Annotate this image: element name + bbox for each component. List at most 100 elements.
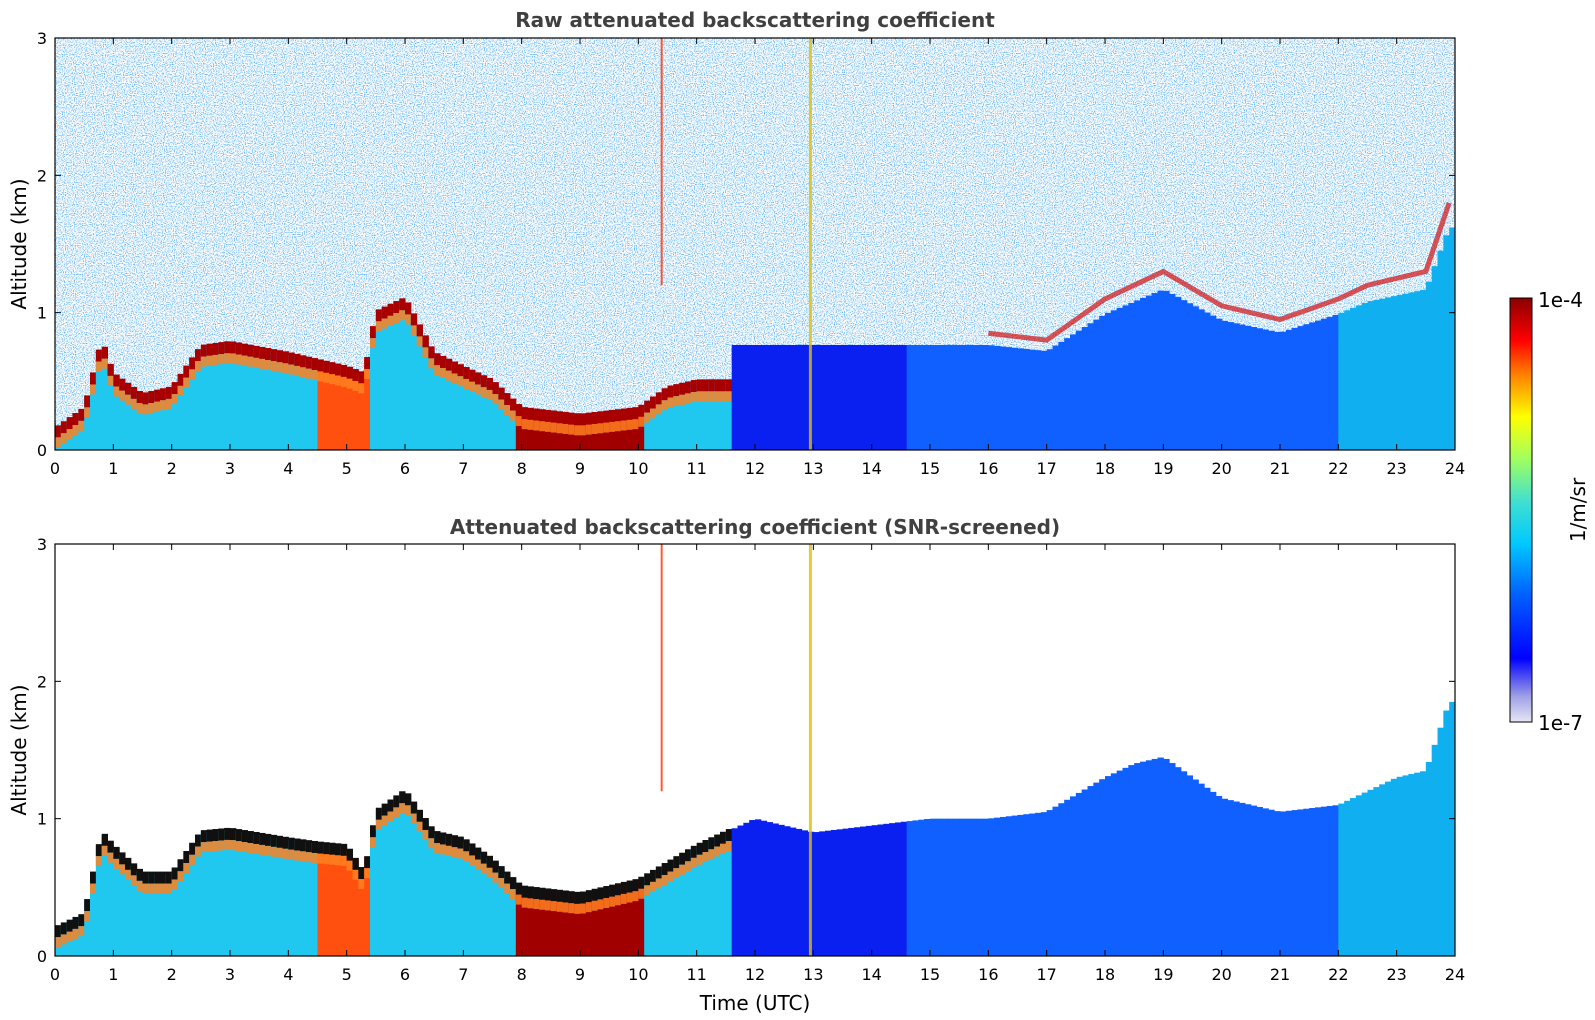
heatmap-column — [620, 883, 628, 956]
layer-top-band — [165, 871, 173, 884]
heatmap-column — [661, 390, 668, 450]
heatmap-column — [1023, 814, 1030, 956]
layer-top-fringe — [615, 421, 622, 432]
layer-top-band — [259, 346, 266, 359]
layer-top-band — [381, 803, 388, 816]
y-tick-label: 0 — [37, 947, 47, 966]
layer-top-fringe — [428, 358, 435, 369]
layer-top-band — [183, 365, 190, 378]
layer-top-band — [358, 371, 365, 384]
x-tick-label: 19 — [1153, 965, 1173, 984]
layer-top-band — [387, 799, 394, 812]
heatmap-column — [720, 833, 727, 956]
heatmap-column — [416, 326, 423, 450]
heatmap-column — [498, 389, 505, 450]
heatmap-column — [848, 344, 855, 450]
layer-top-band — [620, 408, 628, 421]
layer-top-fringe — [510, 410, 517, 421]
x-tick-label: 12 — [745, 965, 765, 984]
heatmap-column — [486, 379, 493, 450]
layer-top-band — [101, 346, 108, 359]
heatmap-column — [410, 315, 418, 450]
layer-top-fringe — [655, 878, 663, 889]
layer-top-fringe — [130, 398, 138, 409]
heatmap-column — [364, 858, 371, 956]
heatmap-column — [440, 357, 447, 450]
heatmap-column — [1326, 805, 1333, 956]
heatmap-column — [340, 845, 348, 956]
layer-top-fringe — [142, 883, 149, 894]
layer-top-fringe — [300, 851, 307, 862]
heatmap-column — [626, 409, 633, 450]
heatmap-column — [527, 409, 534, 450]
heatmap-column — [451, 837, 458, 956]
layer-top-fringe — [609, 896, 616, 907]
layer-top-band — [655, 866, 663, 879]
layer-top-fringe — [708, 849, 715, 860]
heatmap-column — [1151, 293, 1158, 450]
heatmap-column — [171, 384, 178, 450]
heatmap-column — [1245, 325, 1252, 450]
layer-top-band — [346, 848, 353, 861]
heatmap-column — [119, 380, 126, 450]
layer-top-fringe — [305, 852, 313, 863]
heatmap-column — [492, 384, 499, 450]
layer-top-fringe — [422, 347, 429, 358]
layer-top-fringe — [440, 844, 447, 855]
layer-top-band — [107, 840, 114, 853]
heatmap-column — [889, 344, 896, 450]
layer-top-band — [661, 388, 668, 401]
layer-top-fringe — [451, 373, 458, 384]
layer-top-band — [154, 871, 161, 884]
heatmap-column — [685, 851, 692, 956]
heatmap-column — [609, 886, 616, 956]
layer-top-fringe — [626, 892, 633, 903]
top-panel-title: Raw attenuated backscattering coefficien… — [515, 8, 995, 32]
heatmap-column — [755, 819, 762, 956]
layer-top-band — [457, 836, 464, 849]
layer-top-fringe — [206, 355, 213, 366]
heatmap-column — [760, 344, 768, 450]
layer-top-band — [539, 887, 546, 900]
heatmap-column — [865, 825, 873, 956]
layer-top-band — [545, 409, 552, 422]
heatmap-column — [1332, 314, 1339, 450]
layer-top-fringe — [696, 854, 703, 865]
layer-top-fringe — [212, 354, 219, 365]
layer-top-fringe — [84, 911, 91, 922]
layer-top-fringe — [562, 423, 569, 434]
heatmap-column — [1344, 310, 1351, 450]
layer-top-band — [142, 871, 149, 884]
heatmap-column — [1262, 329, 1269, 450]
heatmap-column — [276, 352, 283, 450]
heatmap-column — [1326, 316, 1333, 450]
heatmap-column — [230, 343, 237, 450]
layer-top-fringe — [626, 419, 633, 430]
heatmap-column — [1338, 803, 1345, 956]
y-tick-label: 1 — [37, 810, 47, 829]
layer-top-band — [95, 349, 103, 362]
layer-top-fringe — [218, 354, 225, 365]
heatmap-column — [766, 344, 773, 450]
heatmap-column — [626, 882, 633, 956]
layer-top-fringe — [230, 353, 237, 364]
top-y-axis-label: Altitude (km) — [7, 178, 31, 309]
layer-top-band — [644, 873, 651, 886]
layer-top-band — [434, 831, 441, 844]
heatmap-column — [930, 344, 937, 450]
layer-top-fringe — [574, 425, 581, 436]
heatmap-column — [947, 818, 954, 956]
layer-top-fringe — [527, 419, 534, 430]
layer-top-fringe — [492, 872, 499, 883]
heatmap-column — [90, 873, 97, 956]
layer-top-band — [550, 889, 558, 902]
heatmap-column — [1000, 816, 1007, 956]
x-tick-label: 11 — [686, 965, 706, 984]
layer-top-band — [626, 407, 633, 420]
layer-top-band — [177, 859, 184, 872]
heatmap-column — [778, 344, 785, 450]
layer-top-fringe — [160, 400, 167, 411]
heatmap-column — [504, 395, 511, 450]
heatmap-column — [970, 818, 978, 956]
layer-top-band — [469, 843, 476, 856]
